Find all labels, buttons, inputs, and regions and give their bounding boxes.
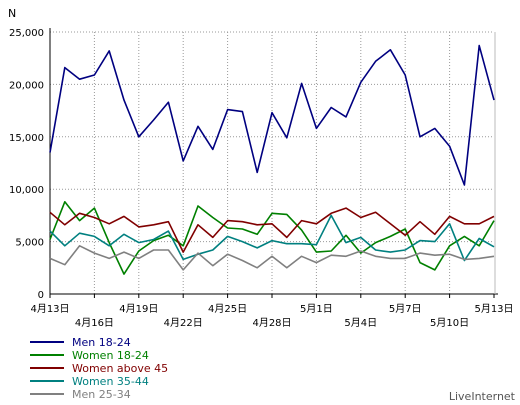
legend-label-women-above-45: Women above 45 (72, 362, 168, 375)
x-tick-label: 4月19日 (119, 303, 158, 315)
y-tick-label: 0 (38, 290, 44, 301)
series-line-women-18-24 (49, 201, 495, 275)
x-tick-label: 5月10日 (430, 317, 469, 329)
y-tick-label: 25,000 (9, 28, 44, 39)
brand-watermark: LiveInternet (449, 390, 516, 403)
legend-label-women-18-24: Women 18-24 (72, 349, 149, 362)
x-axis-ticks: 4月13日 4月16日 4月19日 4月22日 4月25日 4月28日 5月1日 5月4日 5月… (30, 294, 514, 329)
x-tick-label: 5月1日 (300, 303, 333, 315)
y-tick-label: 15,000 (9, 133, 44, 144)
legend-label-women-35-44: Women 35-44 (72, 375, 149, 388)
y-tick-label: 20,000 (9, 80, 44, 91)
x-tick-label: 4月22日 (164, 317, 203, 329)
legend-label-men-18-24: Men 18-24 (72, 336, 131, 349)
x-tick-label: 4月16日 (75, 317, 114, 329)
series-line-men-25-34 (49, 245, 495, 271)
y-tick-label: 10,000 (9, 185, 44, 196)
x-tick-label: 4月13日 (30, 303, 69, 315)
y-tick-label: 5,000 (15, 238, 44, 249)
plot-frame (49, 28, 498, 295)
series-line-women-35-44 (49, 214, 495, 262)
series-line-women-above-45 (49, 207, 495, 253)
x-tick-label: 5月7日 (389, 303, 422, 315)
y-axis-ticks: 0 5,000 10,000 15,000 20,000 25,000 (9, 28, 44, 301)
x-tick-label: 5月13日 (474, 303, 513, 315)
y-axis-label: N (8, 7, 16, 20)
x-tick-label: 4月25日 (208, 303, 247, 315)
x-tick-label: 5月4日 (344, 317, 377, 329)
series-lines (49, 44, 495, 275)
series-line-men-18-24 (49, 44, 495, 186)
x-tick-label: 4月28日 (252, 317, 291, 329)
legend-label-men-25-34: Men 25-34 (72, 388, 131, 401)
